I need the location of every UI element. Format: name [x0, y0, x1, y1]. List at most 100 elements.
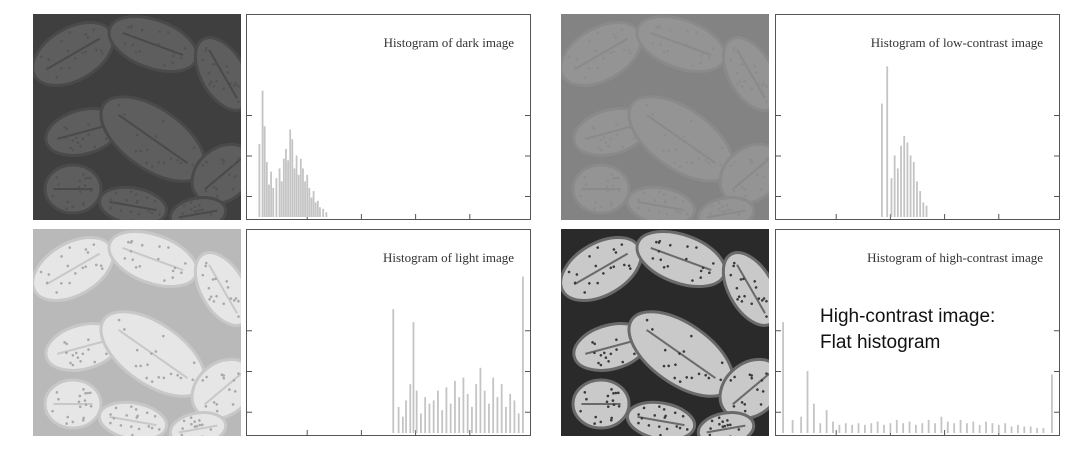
histogram-bar: [278, 168, 281, 217]
histogram-bar: [946, 421, 949, 433]
histogram-bar: [272, 187, 275, 217]
histogram-bar: [934, 423, 936, 433]
histogram-bar: [966, 423, 968, 433]
histogram-bar: [509, 393, 512, 433]
histogram-bar: [940, 416, 943, 433]
histogram-bar: [293, 168, 296, 217]
histogram-bar: [428, 403, 431, 433]
histogram-bar: [325, 212, 328, 217]
histogram-bar: [458, 397, 461, 433]
histogram-bar: [462, 377, 465, 433]
histogram-bar: [959, 419, 962, 433]
histogram-bar: [291, 139, 294, 217]
histogram-bar: [1017, 424, 1019, 433]
histogram-bar: [312, 191, 315, 217]
histogram-bar: [863, 424, 866, 433]
histogram-high-contrast: Histogram of high-contrast image: [775, 229, 1060, 436]
histogram-bar: [449, 403, 452, 433]
histogram-bar: [314, 202, 317, 217]
histogram-bar: [265, 161, 268, 217]
histogram-bar: [310, 197, 313, 217]
histogram-bar: [295, 155, 298, 217]
histogram-bar: [517, 413, 520, 433]
histogram-high-contrast-title: Histogram of high-contrast image: [867, 250, 1043, 265]
histogram-bar: [851, 424, 854, 433]
pollen-light-image: [33, 229, 241, 436]
histogram-low-contrast-plot: [776, 66, 1059, 219]
pollen-dark-image: [33, 14, 241, 220]
histogram-bar: [424, 397, 427, 433]
histogram-bar: [991, 423, 994, 433]
histogram-bar: [289, 129, 292, 217]
histogram-bar: [282, 158, 285, 217]
annotation-line-2: Flat histogram: [820, 332, 941, 353]
histogram-bar: [479, 367, 482, 433]
histogram-bar: [782, 322, 784, 433]
histogram-bar: [890, 178, 893, 217]
histogram-bar: [308, 187, 311, 217]
histogram-bar: [263, 126, 266, 217]
histogram-bar: [483, 390, 486, 433]
histogram-light-title: Histogram of light image: [382, 250, 514, 265]
histogram-bar: [844, 423, 847, 433]
histogram-bar: [258, 144, 261, 217]
histogram-bar: [906, 142, 909, 217]
histogram-bar: [522, 276, 524, 433]
histogram-bar: [997, 424, 1000, 433]
pollen-low-contrast-image: [561, 14, 769, 220]
histogram-bar: [397, 406, 400, 433]
histogram-bar: [903, 136, 906, 217]
histogram-bar: [902, 423, 905, 433]
histogram-bar: [409, 384, 412, 433]
histogram-bar: [471, 406, 473, 433]
histogram-bar: [825, 410, 828, 433]
histogram-bar: [791, 419, 794, 433]
histogram-bar: [297, 174, 300, 217]
histogram-bar: [513, 400, 516, 433]
histogram-bar: [916, 181, 918, 217]
histogram-bar: [893, 155, 896, 217]
histogram-bar: [268, 184, 270, 217]
histogram-bar: [880, 103, 883, 217]
histogram-bar: [492, 377, 495, 433]
annotation: High-contrast image: Flat histogram: [820, 304, 995, 356]
histogram-bar: [985, 421, 987, 433]
histogram-bar: [304, 181, 306, 217]
histogram-bar: [322, 208, 325, 217]
histogram-bar: [316, 200, 319, 217]
histogram-bar: [1029, 426, 1032, 433]
histogram-bar: [857, 423, 860, 433]
histogram-bar: [287, 160, 289, 217]
histogram-bar: [420, 413, 422, 433]
histogram-bar: [319, 207, 321, 217]
histogram-dark: Histogram of dark image: [246, 14, 531, 220]
histogram-bar: [889, 423, 892, 433]
histogram-bar: [302, 168, 304, 217]
histogram-bar: [1051, 374, 1053, 433]
photo-low-contrast: [561, 14, 769, 220]
histogram-bar: [927, 419, 930, 433]
histogram-bar: [412, 322, 415, 433]
histogram-bar: [432, 400, 435, 433]
histogram-bar: [488, 403, 490, 433]
histogram-bar: [275, 178, 278, 217]
histogram-bar: [505, 406, 507, 433]
histogram-bar: [925, 205, 928, 217]
annotation-line-1: High-contrast image:: [820, 306, 996, 327]
histogram-bar: [454, 380, 456, 433]
histogram-bar: [900, 145, 902, 217]
histogram-bar: [401, 416, 404, 433]
histogram-bar: [392, 309, 395, 433]
histogram-bar: [953, 423, 956, 433]
histogram-bar: [1010, 426, 1013, 433]
histogram-bar: [870, 423, 873, 433]
histogram-bar: [909, 155, 912, 217]
histogram-bar: [1023, 426, 1026, 433]
histogram-low-contrast-title: Histogram of low-contrast image: [870, 35, 1043, 50]
histogram-bar: [812, 403, 815, 433]
histogram-bar: [883, 424, 885, 433]
histogram-bar: [1036, 428, 1038, 433]
photo-high-contrast: [561, 229, 769, 436]
histogram-bar: [895, 419, 898, 433]
histogram-bar: [441, 410, 444, 433]
